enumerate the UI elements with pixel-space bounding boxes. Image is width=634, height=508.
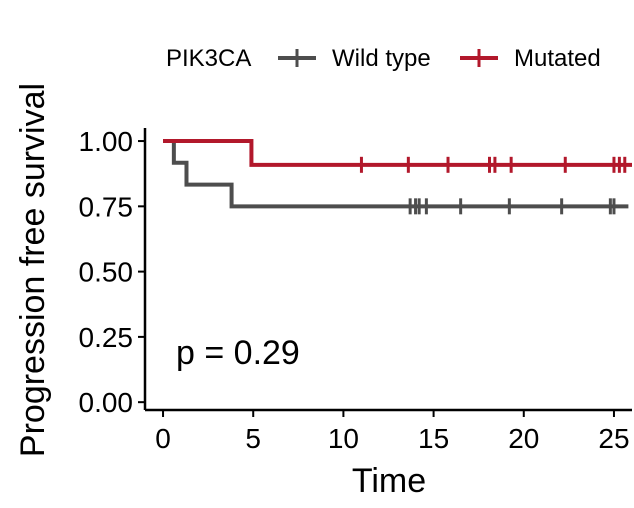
x-axis-title: Time (352, 462, 426, 500)
legend-title: PIK3CA (166, 45, 251, 72)
x-tick-label-0: 0 (155, 423, 171, 454)
x-tick-label-10: 10 (328, 423, 359, 454)
y-tick-label-1.00: 1.00 (79, 126, 134, 157)
x-tick-label-5: 5 (245, 423, 261, 454)
km-curve-mutated (163, 139, 632, 167)
x-tick-label-25: 25 (598, 423, 629, 454)
x-tick-label-20: 20 (508, 423, 539, 454)
axes: 0 5 10 15 20 25 0.00 0.25 0.50 0.75 1.00 (79, 126, 632, 454)
y-tick-label-0.00: 0.00 (79, 387, 134, 418)
y-tick-label-0.75: 0.75 (79, 191, 134, 222)
series-layer (163, 139, 632, 215)
legend-label-wild-type: Wild type (332, 45, 431, 72)
km-curve-wild-type (163, 139, 629, 209)
y-tick-label-0.50: 0.50 (79, 257, 134, 288)
x-tick-label-15: 15 (418, 423, 449, 454)
legend: PIK3CA Wild type Mutated (166, 45, 601, 72)
legend-label-mutated: Mutated (514, 45, 601, 72)
y-axis-title: Progression free survival (14, 83, 52, 457)
legend-key-mutated (460, 49, 498, 67)
p-value-annotation: p = 0.29 (176, 334, 300, 372)
legend-key-wild-type (278, 49, 316, 67)
y-tick-label-0.25: 0.25 (79, 322, 134, 353)
